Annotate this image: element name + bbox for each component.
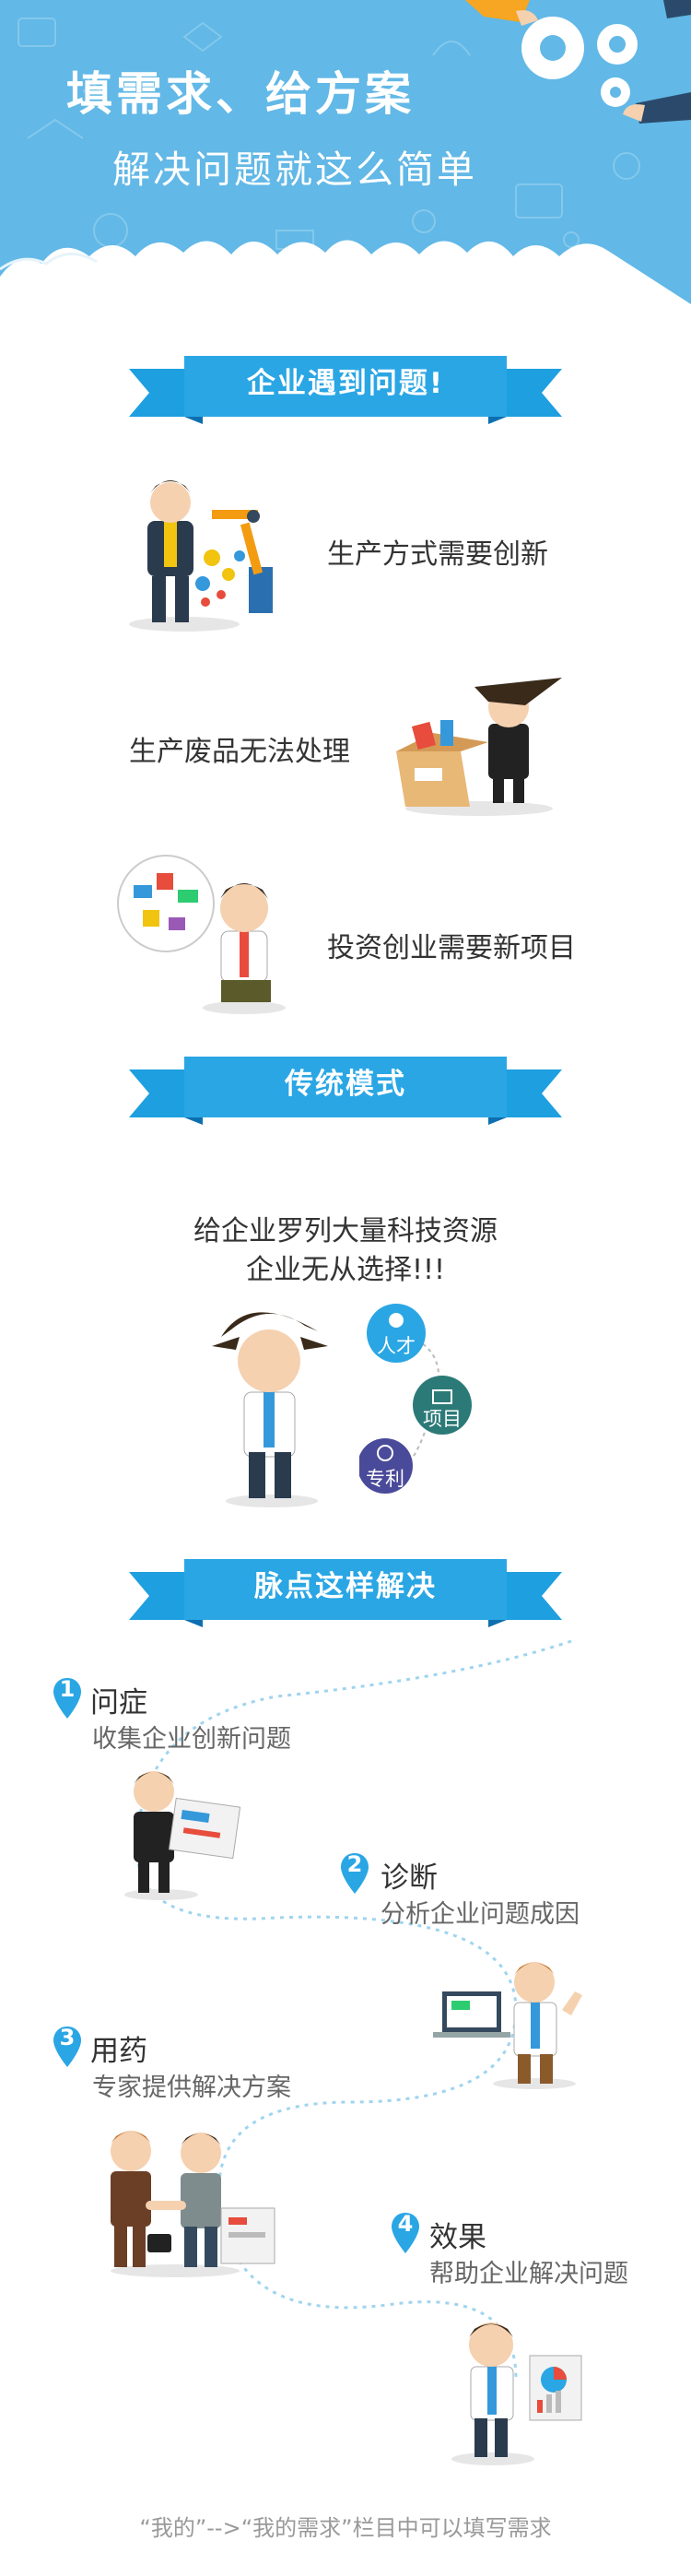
businessman-document-illustration <box>124 1771 241 1900</box>
page-subtitle: 解决问题就这么简单 <box>112 148 477 192</box>
step-desc-1: 收集企业创新问题 <box>92 1725 291 1754</box>
document-icon <box>413 1376 472 1435</box>
step-number-4: 4 <box>397 2211 414 2237</box>
step-title-4: 效果 <box>429 2221 486 2254</box>
businessman-robot-illustration <box>129 480 273 632</box>
step-number-1: 1 <box>59 1676 76 1702</box>
problem-text-3: 投资创业需要新项目 <box>327 932 576 964</box>
resource-bubbles <box>359 1304 472 1494</box>
page-title: 填需求、给方案 <box>66 67 415 121</box>
section-banner-solution: 脉点这样解决 <box>129 1554 562 1627</box>
robot-arm-icon <box>212 510 273 613</box>
location-pin-icon <box>53 2027 81 2067</box>
step-desc-4: 帮助企业解决问题 <box>429 2260 628 2288</box>
problem-text-2: 生产废品无法处理 <box>129 736 350 768</box>
location-pin-icon <box>392 2213 419 2253</box>
step-number-2: 2 <box>346 1851 363 1877</box>
gear-icon <box>521 17 638 107</box>
step-desc-2: 分析企业问题成因 <box>381 1900 580 1929</box>
bubble-label-patent: 专利 <box>366 1468 404 1490</box>
step-desc-3: 专家提供解决方案 <box>92 2074 291 2102</box>
footer-note: “我的”-->“我的需求”栏目中可以填写需求 <box>139 2515 552 2541</box>
boss-waste-box-illustration <box>396 678 562 816</box>
banner-label: 传统模式 <box>285 1068 406 1101</box>
header-doodle-background <box>0 0 691 304</box>
banner-label: 企业遇到问题! <box>246 367 445 400</box>
header-banner: 填需求、给方案 解决问题就这么简单 <box>0 0 691 304</box>
bubble-label-talent: 人才 <box>377 1335 416 1357</box>
traditional-line-2: 企业无从选择!!! <box>245 1254 446 1286</box>
person-talent-icon <box>367 1304 426 1363</box>
lightbulb-patent-icon <box>359 1438 413 1494</box>
hand-icon <box>465 0 691 124</box>
laptop-man-illustration <box>433 1962 582 2089</box>
step-title-1: 问症 <box>90 1686 147 1719</box>
success-man-chart-illustration <box>451 2322 582 2465</box>
step-title-3: 用药 <box>90 2035 147 2068</box>
worried-man-ideas-illustration <box>117 855 286 1014</box>
bubble-label-project: 项目 <box>423 1408 462 1430</box>
handshake-illustration <box>111 2131 275 2277</box>
step-number-3: 3 <box>59 2025 76 2050</box>
section-banner-problems: 企业遇到问题! <box>129 350 562 424</box>
section-banner-traditional: 传统模式 <box>129 1051 562 1125</box>
banner-label: 脉点这样解决 <box>254 1570 437 1603</box>
traditional-line-1: 给企业罗列大量科技资源 <box>193 1215 498 1247</box>
confused-man-illustration <box>212 1312 328 1507</box>
location-pin-icon <box>341 1853 369 1894</box>
location-pin-icon <box>53 1678 81 1719</box>
problem-text-1: 生产方式需要创新 <box>327 538 548 571</box>
step-title-2: 诊断 <box>381 1861 438 1895</box>
